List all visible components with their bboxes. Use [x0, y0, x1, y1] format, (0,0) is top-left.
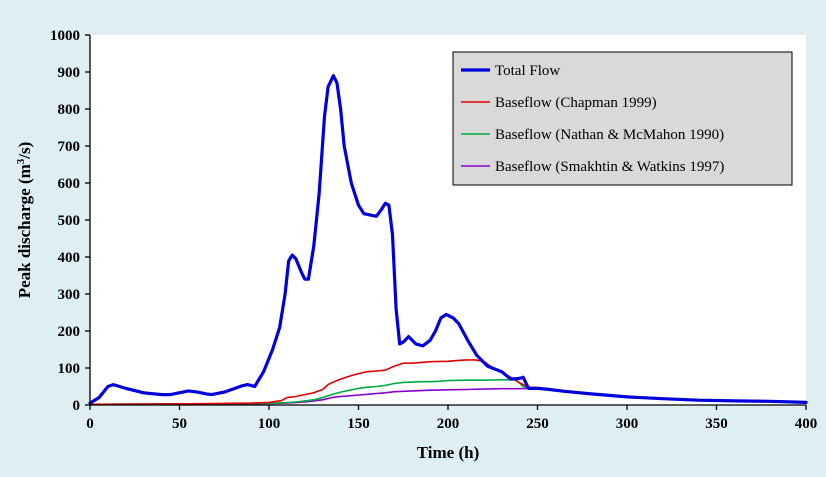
- y-axis-title-end: /s): [15, 142, 34, 160]
- y-tick-label: 400: [58, 250, 81, 266]
- y-axis-title-main: Peak discharge (m: [15, 164, 34, 298]
- y-tick-label: 100: [58, 361, 81, 377]
- y-tick-label: 900: [58, 65, 81, 81]
- legend-label: Baseflow (Smakhtin & Watkins 1997): [495, 159, 724, 175]
- x-tick-label: 250: [526, 416, 549, 432]
- x-tick-label: 200: [437, 416, 460, 432]
- y-tick-label: 600: [58, 176, 81, 192]
- x-tick-label: 100: [258, 416, 281, 432]
- x-ticks: 0 50 100 150 200 250 300 350 400: [86, 405, 817, 432]
- y-tick-label: 700: [58, 139, 81, 155]
- legend: Total Flow Baseflow (Chapman 1999) Baseflo…: [452, 51, 793, 186]
- series-line-1: [88, 74, 808, 405]
- legend-label: Total Flow: [495, 63, 560, 79]
- y-axis-title-superscript: 3: [15, 158, 27, 164]
- x-tick-label: 150: [347, 416, 370, 432]
- y-tick-label: 1000: [50, 28, 80, 44]
- legend-label: Baseflow (Chapman 1999): [495, 95, 657, 111]
- x-tick-label: 0: [86, 416, 94, 432]
- y-tick-label: 500: [58, 213, 81, 229]
- legend-label: Baseflow (Nathan & McMahon 1990): [495, 127, 724, 143]
- y-tick-label: 200: [58, 324, 81, 340]
- y-tick-label: 800: [58, 102, 81, 118]
- x-tick-label: 300: [616, 416, 639, 432]
- series-layer: [88, 74, 808, 406]
- legend-box: [452, 51, 793, 186]
- y-axis-title: Peak discharge (m3/s): [15, 142, 34, 299]
- x-axis-title: Time (h): [417, 443, 480, 462]
- x-tick-label: 50: [172, 416, 187, 432]
- x-tick-label: 400: [795, 416, 818, 432]
- y-tick-label: 0: [73, 398, 81, 414]
- x-tick-label: 350: [705, 416, 728, 432]
- y-ticks: 0 100 200 300 400 500 600 700 800 900 1000: [50, 28, 90, 414]
- y-tick-label: 300: [58, 287, 81, 303]
